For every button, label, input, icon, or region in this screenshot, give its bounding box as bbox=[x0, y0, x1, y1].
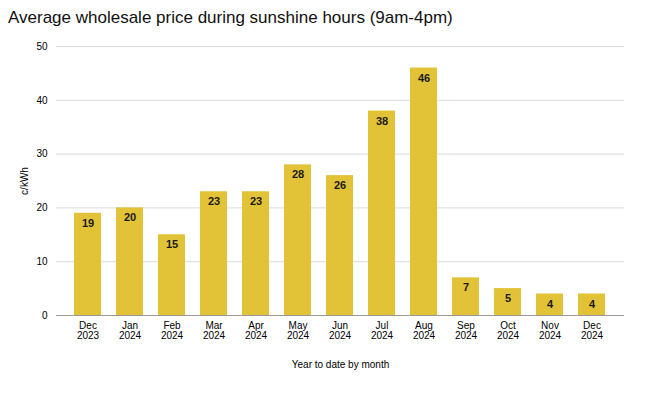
svg-text:c/kWh: c/kWh bbox=[19, 167, 30, 195]
svg-text:Dec2024: Dec2024 bbox=[581, 320, 604, 341]
svg-text:Jun2024: Jun2024 bbox=[329, 320, 352, 341]
svg-text:46: 46 bbox=[418, 72, 430, 84]
svg-text:Dec2023: Dec2023 bbox=[77, 320, 100, 341]
svg-text:19: 19 bbox=[82, 217, 94, 229]
svg-text:15: 15 bbox=[166, 238, 178, 250]
svg-text:4: 4 bbox=[589, 298, 596, 310]
svg-text:Year to date by month: Year to date by month bbox=[292, 359, 389, 370]
svg-text:Oct2024: Oct2024 bbox=[497, 320, 520, 341]
svg-text:40: 40 bbox=[36, 95, 48, 106]
svg-text:23: 23 bbox=[250, 195, 262, 207]
svg-text:28: 28 bbox=[292, 168, 304, 180]
svg-text:20: 20 bbox=[124, 211, 136, 223]
svg-text:Aug2024: Aug2024 bbox=[413, 320, 436, 341]
svg-text:Mar2024: Mar2024 bbox=[203, 320, 226, 341]
svg-text:23: 23 bbox=[208, 195, 220, 207]
svg-text:38: 38 bbox=[376, 115, 388, 127]
svg-text:Sep2024: Sep2024 bbox=[455, 320, 478, 341]
svg-text:4: 4 bbox=[547, 298, 554, 310]
svg-text:0: 0 bbox=[42, 310, 48, 321]
svg-text:Jul2024: Jul2024 bbox=[371, 320, 394, 341]
svg-text:50: 50 bbox=[36, 41, 48, 52]
svg-text:10: 10 bbox=[36, 256, 48, 267]
svg-text:May2024: May2024 bbox=[287, 320, 310, 341]
svg-text:Jan2024: Jan2024 bbox=[119, 320, 142, 341]
svg-text:20: 20 bbox=[36, 202, 48, 213]
svg-text:Apr2024: Apr2024 bbox=[245, 320, 268, 341]
svg-text:5: 5 bbox=[505, 292, 511, 304]
svg-text:Feb2024: Feb2024 bbox=[161, 320, 184, 341]
svg-text:7: 7 bbox=[463, 281, 469, 293]
svg-text:30: 30 bbox=[36, 148, 48, 159]
svg-text:Nov2024: Nov2024 bbox=[539, 320, 562, 341]
svg-text:26: 26 bbox=[334, 179, 346, 191]
html-text:Average wholesale price during: Average wholesale price during sunshine … bbox=[8, 8, 453, 27]
